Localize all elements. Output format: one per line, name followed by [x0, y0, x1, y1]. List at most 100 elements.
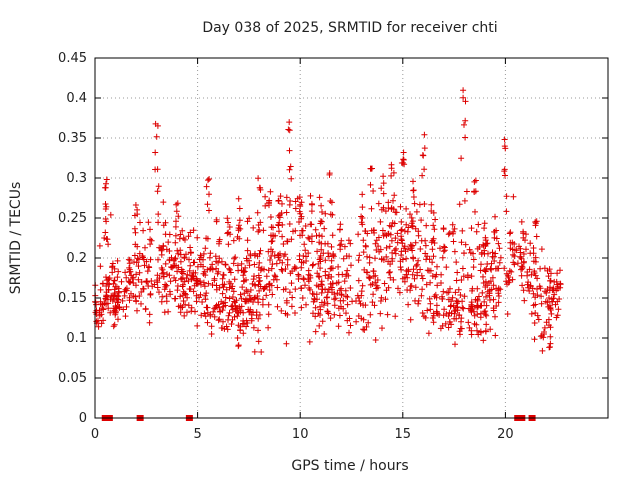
data-point [502, 172, 508, 179]
data-point [482, 237, 489, 244]
data-point [365, 319, 372, 326]
data-point [398, 252, 405, 259]
data-point [509, 276, 516, 283]
data-point [384, 311, 391, 318]
data-point [407, 316, 414, 323]
data-point [216, 316, 223, 323]
data-point [270, 233, 277, 240]
data-point [138, 300, 144, 307]
data-point [471, 189, 478, 195]
data-point [530, 302, 537, 309]
data-point [483, 321, 490, 328]
data-point [179, 227, 186, 234]
data-point [487, 297, 493, 303]
data-point [308, 238, 315, 245]
data-point [256, 227, 263, 233]
data-point [225, 229, 232, 236]
data-point [318, 289, 325, 296]
data-point [528, 310, 535, 317]
data-point [453, 259, 460, 266]
data-point [257, 184, 264, 191]
data-point [110, 308, 117, 315]
data-point [219, 290, 226, 297]
data-point [322, 272, 329, 279]
data-point [480, 273, 486, 280]
data-point [474, 327, 480, 334]
data-point [119, 297, 126, 304]
data-point [389, 249, 396, 256]
data-point [331, 311, 338, 318]
data-point [122, 313, 129, 320]
data-point [380, 204, 387, 211]
data-point [339, 271, 346, 278]
data-point [133, 271, 140, 278]
data-point [392, 209, 399, 216]
data-point [165, 308, 172, 315]
data-point [417, 246, 424, 252]
data-point [330, 253, 337, 260]
data-point [481, 225, 488, 232]
data-point [279, 267, 286, 274]
data-point [197, 252, 204, 259]
data-point [114, 293, 121, 300]
data-point [434, 263, 440, 270]
data-point [204, 309, 211, 316]
data-point [146, 319, 153, 326]
data-point [530, 250, 537, 257]
data-point [458, 318, 464, 325]
data-point [317, 312, 323, 318]
data-point [206, 191, 212, 198]
data-point [319, 318, 326, 325]
data-point [399, 256, 406, 263]
data-point [107, 309, 114, 316]
data-point [286, 289, 293, 296]
data-point [382, 296, 389, 303]
data-point [93, 311, 100, 318]
data-point [392, 235, 399, 242]
data-point [372, 337, 379, 343]
data-point [181, 312, 188, 319]
data-point [506, 267, 513, 274]
data-point [285, 126, 292, 133]
data-point [266, 280, 273, 287]
x-axis-label: GPS time / hours [291, 458, 408, 474]
data-point [312, 328, 319, 335]
data-point [325, 275, 331, 282]
data-point [541, 265, 548, 272]
data-point [409, 223, 416, 230]
data-point [478, 261, 484, 268]
data-point [103, 176, 110, 183]
data-point [224, 230, 231, 237]
data-point [412, 239, 419, 246]
data-point [323, 294, 330, 301]
data-point [387, 269, 393, 275]
x-tick-label: 5 [193, 427, 201, 442]
data-point [284, 256, 291, 263]
data-point [183, 275, 190, 282]
data-point [283, 299, 290, 306]
data-point [226, 295, 233, 302]
data-point [224, 326, 231, 333]
data-point [269, 238, 276, 244]
data-point [310, 310, 316, 317]
data-point [379, 227, 386, 234]
data-point [282, 266, 289, 272]
data-point [284, 261, 291, 268]
data-point [531, 336, 538, 343]
data-point [193, 277, 200, 284]
data-point [155, 183, 162, 190]
data-point [363, 323, 370, 330]
data-point [437, 245, 443, 252]
data-point [99, 305, 106, 312]
data-point [397, 203, 404, 210]
data-point [297, 203, 304, 210]
data-point [381, 280, 388, 287]
data-point [401, 228, 408, 235]
data-point [313, 291, 320, 298]
data-point [531, 270, 538, 276]
data-point [418, 217, 425, 224]
data-point [367, 311, 374, 318]
data-point [347, 240, 354, 247]
data-point [372, 272, 379, 279]
data-point [273, 276, 280, 283]
